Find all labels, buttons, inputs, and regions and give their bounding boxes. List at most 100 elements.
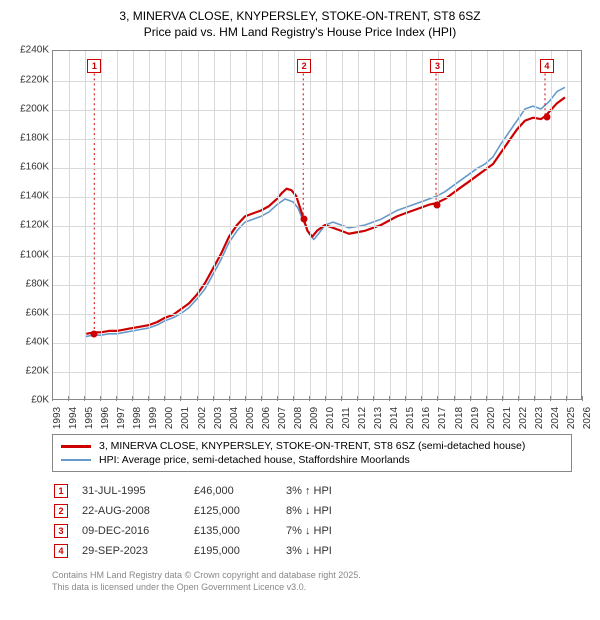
y-tick-label: £200K (11, 103, 49, 114)
gridline-v (230, 51, 231, 399)
footer: Contains HM Land Registry data © Crown c… (52, 570, 590, 593)
x-tick-mark (518, 396, 519, 401)
x-tick-label: 2013 (373, 403, 384, 433)
x-tick-mark (84, 396, 85, 401)
x-tick-label: 1998 (132, 403, 143, 433)
x-tick-label: 2004 (229, 403, 240, 433)
table-price: £125,000 (194, 502, 284, 520)
x-tick-mark (277, 396, 278, 401)
x-tick-label: 2009 (309, 403, 320, 433)
table-pct: 3% ↑ HPI (286, 482, 344, 500)
x-tick-label: 2023 (534, 403, 545, 433)
legend-row-2: HPI: Average price, semi-detached house,… (61, 453, 563, 467)
sale-point-1 (91, 331, 98, 338)
legend-label-hpi: HPI: Average price, semi-detached house,… (99, 454, 410, 466)
x-tick-label: 2014 (389, 403, 400, 433)
y-tick-label: £140K (11, 191, 49, 202)
gridline-v (133, 51, 134, 399)
x-tick-label: 1995 (84, 403, 95, 433)
gridline-v (471, 51, 472, 399)
x-tick-label: 2011 (341, 403, 352, 433)
gridline-v (262, 51, 263, 399)
legend-row-1: 3, MINERVA CLOSE, KNYPERSLEY, STOKE-ON-T… (61, 439, 563, 453)
table-date: 29-SEP-2023 (82, 542, 192, 560)
x-tick-mark (132, 396, 133, 401)
x-tick-label: 2026 (582, 403, 593, 433)
table-marker: 4 (54, 544, 68, 558)
x-tick-label: 2007 (277, 403, 288, 433)
x-tick-label: 2015 (405, 403, 416, 433)
x-tick-mark (229, 396, 230, 401)
x-tick-mark (566, 396, 567, 401)
chart-container: 3, MINERVA CLOSE, KNYPERSLEY, STOKE-ON-T… (0, 0, 600, 600)
x-tick-label: 2022 (518, 403, 529, 433)
x-tick-mark (582, 396, 583, 401)
footer-line2: This data is licensed under the Open Gov… (52, 582, 590, 594)
x-tick-label: 2002 (197, 403, 208, 433)
gridline-v (278, 51, 279, 399)
chart-area: 1234 £0K£20K£40K£60K£80K£100K£120K£140K£… (10, 46, 590, 426)
x-tick-mark (164, 396, 165, 401)
gridline-v (519, 51, 520, 399)
x-tick-mark (534, 396, 535, 401)
table-price: £46,000 (194, 482, 284, 500)
x-tick-mark (68, 396, 69, 401)
x-tick-label: 2019 (470, 403, 481, 433)
table-date: 09-DEC-2016 (82, 522, 192, 540)
title-line2: Price paid vs. HM Land Registry's House … (10, 24, 590, 40)
x-tick-label: 1996 (100, 403, 111, 433)
x-tick-label: 1999 (148, 403, 159, 433)
x-tick-mark (357, 396, 358, 401)
x-tick-mark (421, 396, 422, 401)
x-tick-mark (213, 396, 214, 401)
series-line-hpi (85, 88, 565, 337)
title-line1: 3, MINERVA CLOSE, KNYPERSLEY, STOKE-ON-T… (10, 8, 590, 24)
gridline-v (374, 51, 375, 399)
x-tick-mark (52, 396, 53, 401)
sales-table: 131-JUL-1995£46,0003% ↑ HPI222-AUG-2008£… (52, 480, 346, 562)
marker-box-3: 3 (430, 59, 444, 73)
gridline-v (422, 51, 423, 399)
y-tick-label: £80K (11, 278, 49, 289)
x-tick-mark (405, 396, 406, 401)
x-tick-mark (437, 396, 438, 401)
y-tick-label: £60K (11, 307, 49, 318)
y-tick-label: £20K (11, 366, 49, 377)
x-tick-mark (197, 396, 198, 401)
gridline-v (149, 51, 150, 399)
marker-box-1: 1 (87, 59, 101, 73)
y-tick-label: £100K (11, 249, 49, 260)
table-marker: 1 (54, 484, 68, 498)
gridline-v (326, 51, 327, 399)
x-tick-label: 2020 (486, 403, 497, 433)
marker-box-4: 4 (540, 59, 554, 73)
x-tick-label: 2021 (502, 403, 513, 433)
marker-box-2: 2 (297, 59, 311, 73)
x-tick-label: 2016 (421, 403, 432, 433)
chart-title: 3, MINERVA CLOSE, KNYPERSLEY, STOKE-ON-T… (10, 8, 590, 40)
gridline-v (567, 51, 568, 399)
x-tick-label: 2025 (566, 403, 577, 433)
plot-area: 1 2 3 4 (52, 50, 582, 400)
x-tick-mark (180, 396, 181, 401)
gridline-v (503, 51, 504, 399)
gridline-v (198, 51, 199, 399)
y-tick-label: £40K (11, 337, 49, 348)
x-tick-label: 2017 (437, 403, 448, 433)
x-tick-mark (148, 396, 149, 401)
gridline-v (181, 51, 182, 399)
table-row: 429-SEP-2023£195,0003% ↓ HPI (54, 542, 344, 560)
gridline-v (342, 51, 343, 399)
table-pct: 7% ↓ HPI (286, 522, 344, 540)
y-tick-label: £180K (11, 132, 49, 143)
x-tick-mark (454, 396, 455, 401)
x-tick-mark (245, 396, 246, 401)
table-date: 31-JUL-1995 (82, 482, 192, 500)
gridline-v (438, 51, 439, 399)
x-tick-mark (261, 396, 262, 401)
x-tick-label: 1993 (52, 403, 63, 433)
x-tick-label: 2005 (245, 403, 256, 433)
sale-point-2 (301, 216, 308, 223)
x-tick-mark (100, 396, 101, 401)
legend-swatch-price (61, 445, 91, 448)
